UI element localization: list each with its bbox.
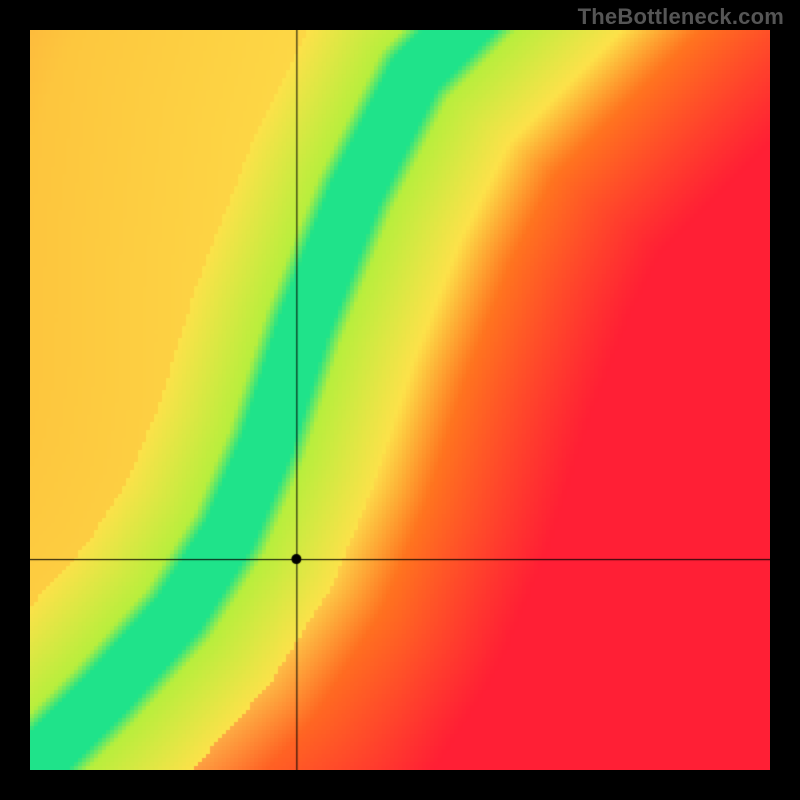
heatmap-canvas bbox=[30, 30, 770, 770]
chart-container: TheBottleneck.com bbox=[0, 0, 800, 800]
watermark-text: TheBottleneck.com bbox=[578, 4, 784, 30]
